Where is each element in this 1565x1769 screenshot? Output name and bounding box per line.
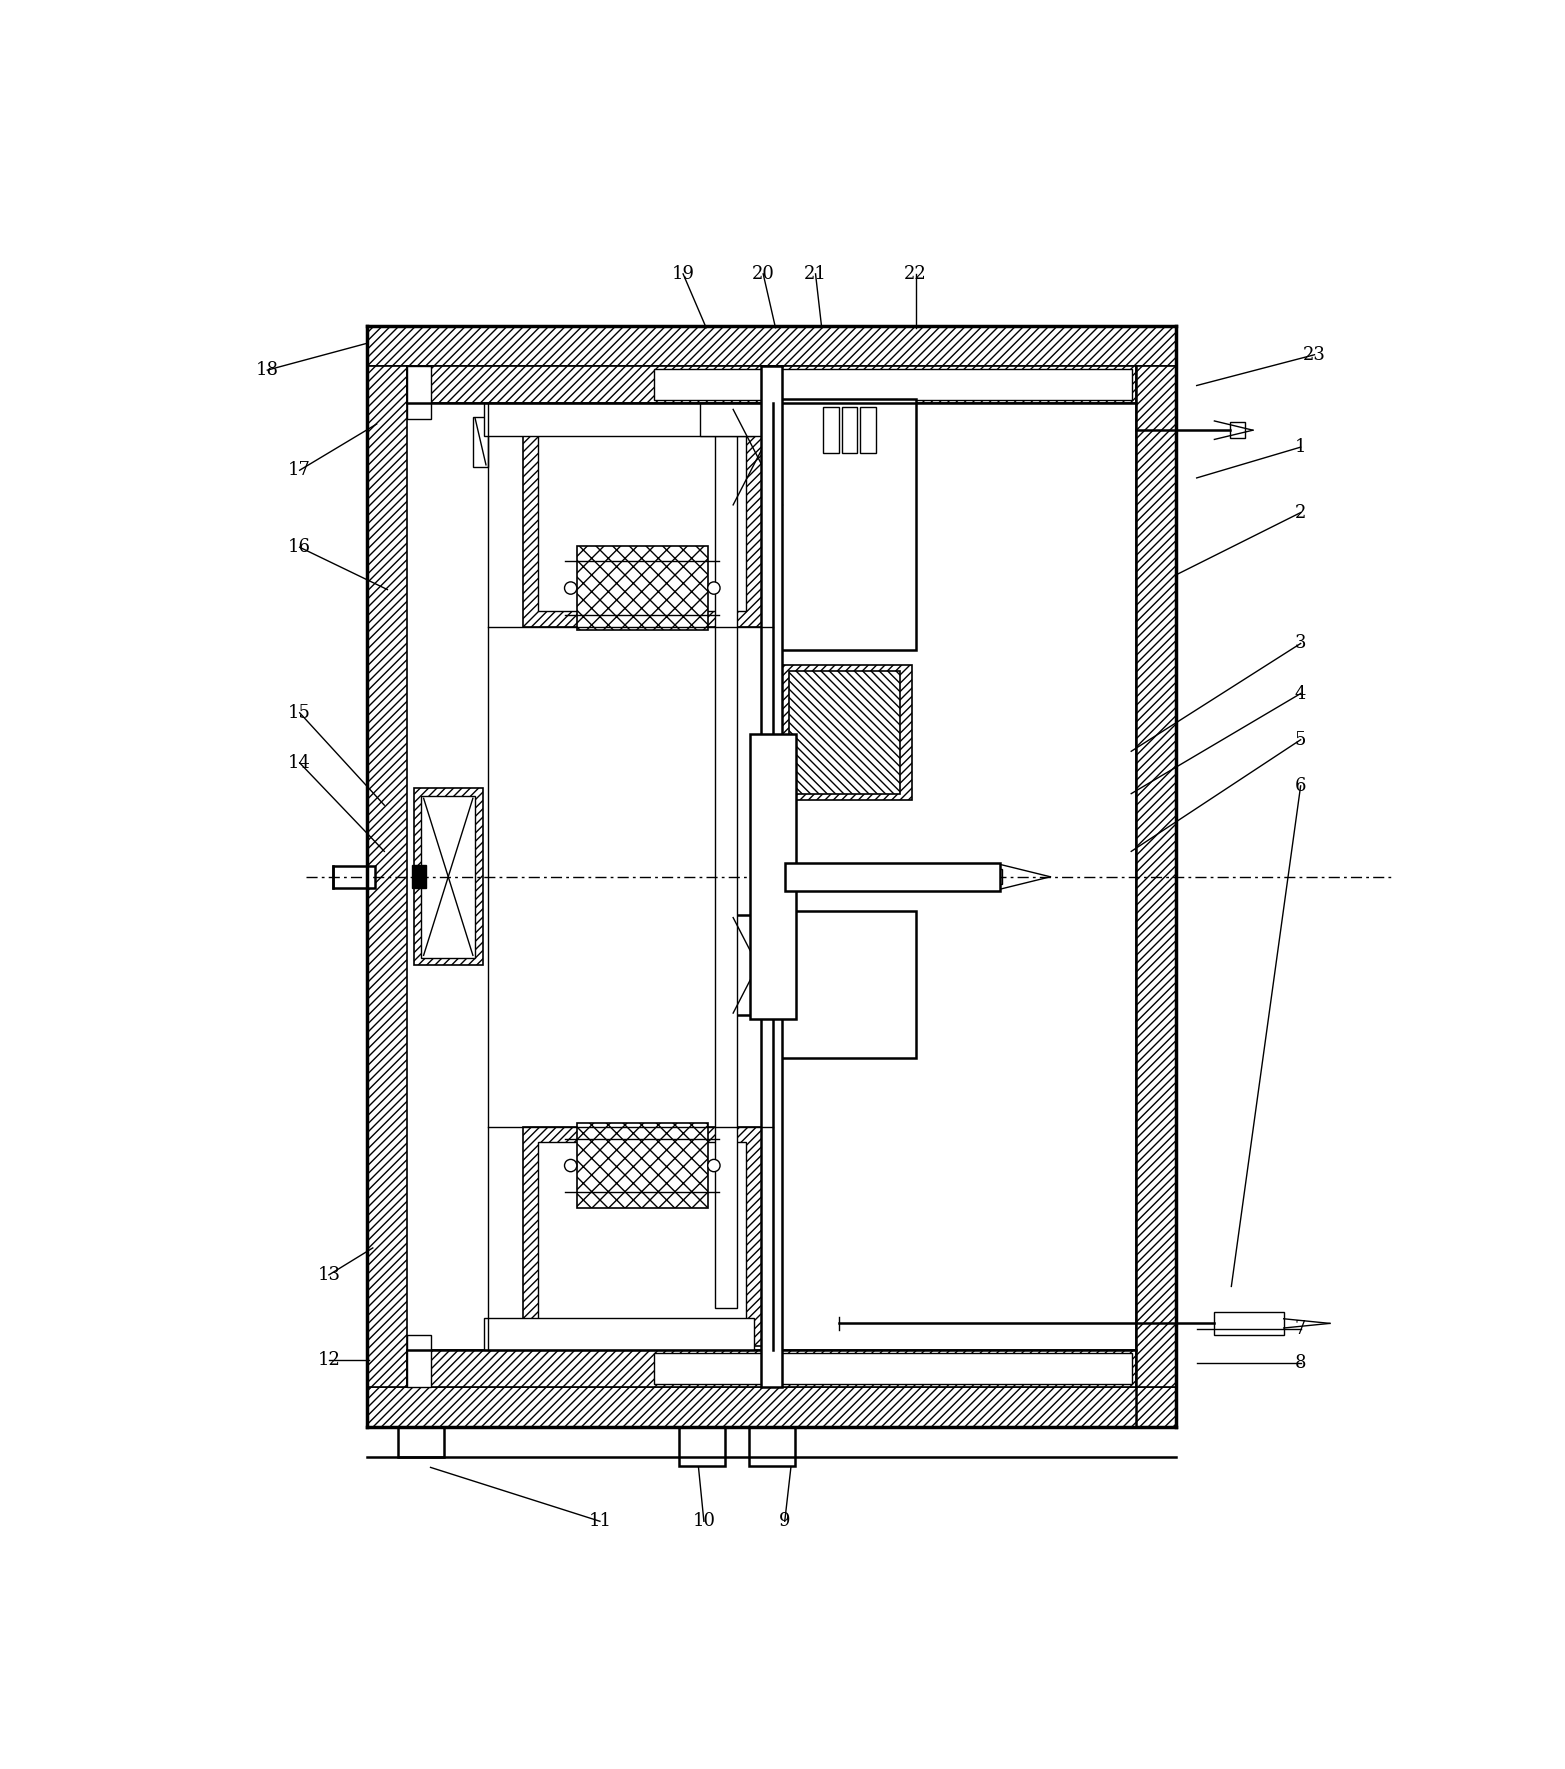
Bar bbox=[773, 911, 916, 1058]
Text: 4: 4 bbox=[1294, 685, 1307, 702]
Bar bbox=[1136, 366, 1175, 1387]
Text: 13: 13 bbox=[318, 1267, 341, 1284]
Bar bbox=[731, 915, 784, 1015]
Bar bbox=[407, 366, 1136, 403]
Bar bbox=[750, 734, 797, 1019]
Bar bbox=[538, 1143, 747, 1330]
Bar bbox=[473, 417, 488, 467]
Bar bbox=[398, 1428, 444, 1456]
Text: 9: 9 bbox=[779, 1512, 790, 1530]
Text: 5: 5 bbox=[1294, 731, 1307, 748]
Text: 1: 1 bbox=[1294, 439, 1307, 456]
Bar bbox=[994, 869, 1002, 884]
Bar bbox=[784, 863, 1000, 890]
Circle shape bbox=[707, 1159, 720, 1171]
Bar bbox=[731, 407, 784, 508]
Bar bbox=[715, 407, 737, 1307]
Text: 21: 21 bbox=[804, 265, 826, 283]
Bar bbox=[407, 1336, 430, 1387]
Bar bbox=[842, 407, 858, 453]
Text: 3: 3 bbox=[1294, 635, 1307, 653]
Bar bbox=[421, 796, 476, 957]
Bar bbox=[789, 410, 900, 635]
Bar bbox=[577, 1123, 707, 1208]
Bar bbox=[1214, 1313, 1283, 1336]
Bar bbox=[654, 1353, 1131, 1383]
Bar bbox=[523, 407, 762, 626]
Text: 19: 19 bbox=[671, 265, 695, 283]
Text: 7: 7 bbox=[1294, 1320, 1307, 1337]
Bar bbox=[412, 865, 426, 888]
Bar bbox=[679, 1428, 726, 1467]
Bar bbox=[761, 366, 782, 1387]
Text: 18: 18 bbox=[255, 361, 279, 379]
Bar bbox=[823, 407, 839, 453]
Text: 6: 6 bbox=[1294, 777, 1307, 794]
Bar bbox=[333, 867, 376, 888]
Text: 22: 22 bbox=[905, 265, 926, 283]
Bar bbox=[861, 407, 875, 453]
Circle shape bbox=[707, 582, 720, 594]
Bar bbox=[485, 1318, 754, 1350]
Bar bbox=[1230, 423, 1246, 439]
Text: 12: 12 bbox=[318, 1350, 340, 1369]
Bar bbox=[773, 400, 916, 649]
Bar bbox=[577, 545, 707, 630]
Bar bbox=[485, 403, 754, 435]
Text: 2: 2 bbox=[1294, 504, 1307, 522]
Circle shape bbox=[565, 582, 577, 594]
Bar bbox=[654, 370, 1131, 400]
Text: 11: 11 bbox=[588, 1512, 612, 1530]
Text: 14: 14 bbox=[288, 754, 311, 771]
Bar bbox=[407, 1350, 1136, 1387]
Bar bbox=[523, 1127, 762, 1346]
Bar bbox=[748, 1428, 795, 1467]
Text: 10: 10 bbox=[692, 1512, 715, 1530]
Text: 23: 23 bbox=[1304, 345, 1326, 364]
Bar bbox=[368, 325, 1175, 366]
Text: 20: 20 bbox=[751, 265, 775, 283]
Bar bbox=[368, 366, 407, 1387]
Bar bbox=[413, 789, 484, 966]
Circle shape bbox=[565, 1159, 577, 1171]
Text: 16: 16 bbox=[288, 538, 311, 555]
Bar bbox=[762, 1127, 773, 1314]
Bar bbox=[789, 670, 900, 794]
Bar bbox=[778, 403, 912, 642]
Bar bbox=[407, 366, 430, 419]
Bar bbox=[368, 1387, 1175, 1428]
Bar bbox=[762, 435, 773, 623]
Bar bbox=[538, 423, 747, 610]
Text: 8: 8 bbox=[1294, 1355, 1307, 1373]
Bar bbox=[700, 403, 773, 435]
Text: 15: 15 bbox=[288, 704, 311, 722]
Text: 17: 17 bbox=[288, 462, 311, 479]
Bar bbox=[778, 665, 912, 800]
